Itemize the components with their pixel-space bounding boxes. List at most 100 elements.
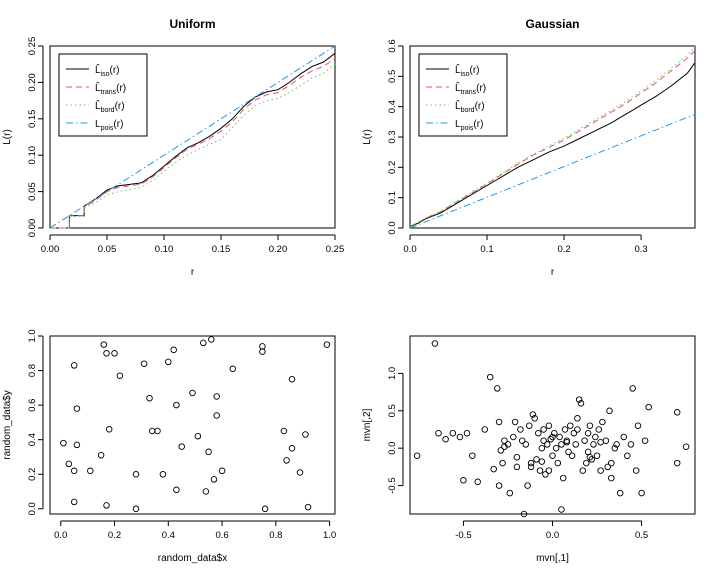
x-tick-label: -0.5 xyxy=(455,530,471,541)
scatter-point xyxy=(641,437,649,444)
y-tick-label: -0.5 xyxy=(387,477,398,493)
y-tick-label: 0.10 xyxy=(27,146,38,165)
x-tick-label: 0.2 xyxy=(557,244,570,255)
x-tick-label: 0.0 xyxy=(54,530,67,541)
legend-suffix: (r) xyxy=(110,65,120,76)
x-tick-label: 0.8 xyxy=(269,530,282,541)
y-tick-label: 0.2 xyxy=(27,468,38,481)
scatter-point xyxy=(140,360,148,367)
legend-base: L̂ xyxy=(95,98,101,112)
scatter-point xyxy=(213,412,220,419)
x-tick-label: 1.0 xyxy=(323,530,336,541)
scatter-point xyxy=(588,456,595,463)
legend-suffix: (r) xyxy=(116,83,126,94)
scatter-point xyxy=(540,437,547,444)
scatter-point xyxy=(593,452,601,459)
scatter-point xyxy=(280,427,288,435)
scatter-point xyxy=(590,441,597,448)
scatter-point xyxy=(510,433,517,441)
scatter-point xyxy=(116,372,124,379)
scatter-point xyxy=(536,467,544,474)
legend-box xyxy=(58,53,148,137)
scatter-point xyxy=(597,438,604,446)
scatter-point xyxy=(629,385,636,392)
series-line-iso xyxy=(50,52,336,229)
scatter-point xyxy=(165,358,172,366)
scatter-point xyxy=(574,426,581,433)
scatter-point xyxy=(469,452,476,459)
scatter-point xyxy=(229,365,237,373)
scatter-point xyxy=(606,407,613,415)
x-tick-label: 0.05 xyxy=(98,244,117,255)
scatter-point xyxy=(527,459,535,467)
series-line-trans xyxy=(409,50,696,227)
scatter-point xyxy=(513,463,521,471)
x-axis-label: r xyxy=(191,267,195,278)
scatter-point xyxy=(572,441,579,448)
legend-label-bord: L̂bord(r) xyxy=(455,98,485,114)
legend-suffix: (r) xyxy=(470,65,480,76)
x-tick-label: 0.0 xyxy=(546,530,559,541)
scatter-point xyxy=(490,465,497,473)
y-tick-label: 0.5 xyxy=(387,404,398,417)
scatter-point xyxy=(506,489,514,497)
scatter-point xyxy=(552,444,560,452)
legend-subscript: iso xyxy=(461,71,470,78)
scatter-point xyxy=(518,437,526,444)
x-tick-label: 0.1 xyxy=(480,244,493,255)
y-tick-label: 0.6 xyxy=(27,399,38,412)
chart-title: Gaussian xyxy=(525,17,579,31)
scatter-point xyxy=(556,433,563,441)
scatter-point xyxy=(456,433,464,441)
legend-subscript: bord xyxy=(101,107,115,114)
scatter-point xyxy=(682,443,690,450)
legend-suffix: (r) xyxy=(115,101,125,112)
x-axis-label: r xyxy=(551,267,555,278)
scatter-point xyxy=(520,510,528,518)
scatter-point xyxy=(586,422,594,429)
y-tick-label: 0.15 xyxy=(27,110,38,129)
legend-subscript: pois xyxy=(461,125,474,132)
scatter-point xyxy=(494,385,501,392)
legend-subscript: trans xyxy=(461,89,477,96)
legend-base: L xyxy=(95,119,101,130)
scatter-point xyxy=(213,393,220,400)
scatter-point xyxy=(533,456,540,463)
scatter-point xyxy=(522,441,530,448)
scatter-point xyxy=(435,429,442,437)
scatter-point xyxy=(604,463,611,471)
scatter-point xyxy=(105,426,113,433)
scatter-point xyxy=(513,453,521,461)
scatter-point xyxy=(568,452,576,459)
scatter-point xyxy=(565,448,572,456)
legend-label-pois: Lpois(r) xyxy=(455,119,483,132)
scatter-point xyxy=(634,422,642,429)
scatter-point xyxy=(173,486,180,494)
scatter-point xyxy=(558,441,565,448)
y-tick-label: 0.4 xyxy=(387,100,398,113)
legend-base: L̂ xyxy=(455,98,461,112)
scatter-point xyxy=(97,451,105,459)
scatter-point xyxy=(543,441,551,448)
scatter-point xyxy=(545,467,553,474)
scatter-point xyxy=(148,427,156,435)
scatter-point xyxy=(208,336,215,343)
y-tick-label: 0.0 xyxy=(387,442,398,455)
scatter-point xyxy=(154,427,161,435)
scatter-point xyxy=(304,503,312,511)
chart-title: Uniform xyxy=(170,17,216,31)
x-tick-label: 0.10 xyxy=(155,244,174,255)
scatter-point xyxy=(205,448,212,456)
scatter-point xyxy=(527,463,535,471)
scatter-point xyxy=(73,405,81,412)
legend-label-trans: L̂trans(r) xyxy=(455,80,486,96)
x-tick-label: 0.4 xyxy=(162,530,175,541)
x-tick-label: 0.20 xyxy=(269,244,288,255)
scatter-point xyxy=(261,505,269,513)
scatter-point xyxy=(526,422,533,429)
scatter-point xyxy=(638,489,645,497)
y-tick-label: 0.20 xyxy=(27,73,38,92)
scatter-point xyxy=(584,448,592,456)
legend-suffix: (r) xyxy=(476,83,486,94)
